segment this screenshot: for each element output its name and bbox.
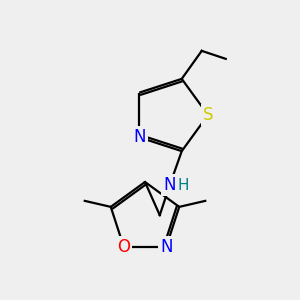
- Text: H: H: [178, 178, 190, 193]
- Text: N: N: [160, 238, 172, 256]
- Text: N: N: [133, 128, 146, 146]
- Text: N: N: [164, 176, 176, 194]
- Text: S: S: [203, 106, 213, 124]
- Text: O: O: [117, 238, 130, 256]
